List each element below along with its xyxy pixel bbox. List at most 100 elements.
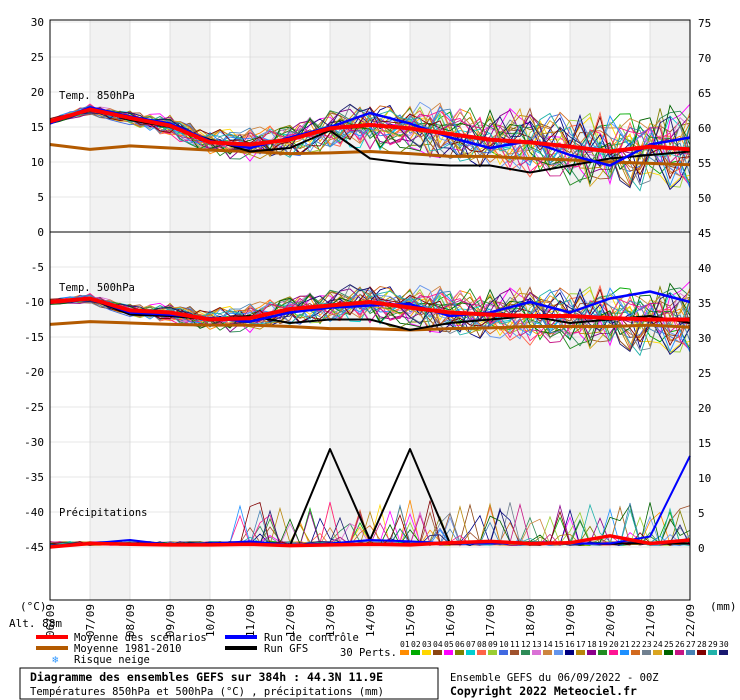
pert-swatch xyxy=(664,650,673,655)
label-t850: Temp. 850hPa xyxy=(59,90,135,102)
pert-number: 09 xyxy=(488,640,498,649)
x-tick: 11/09 xyxy=(244,604,257,637)
y-tick-left: 15 xyxy=(31,121,44,134)
pert-number: 16 xyxy=(565,640,575,649)
x-tick: 10/09 xyxy=(204,604,217,637)
pert-swatch xyxy=(411,650,420,655)
t500-gfs-line xyxy=(49,297,691,331)
y-tick-right: 50 xyxy=(698,192,711,205)
x-tick: 06/09 xyxy=(44,604,57,637)
pert-swatch xyxy=(466,650,475,655)
y-tick-left: -40 xyxy=(24,506,44,519)
pert-line xyxy=(49,290,691,342)
pert-swatch xyxy=(532,650,541,655)
pert-number: 05 xyxy=(444,640,454,649)
run-info: Ensemble GEFS du 06/09/2022 - 00Z xyxy=(450,672,659,684)
pert-swatch xyxy=(697,650,706,655)
y-tick-right: 40 xyxy=(698,262,711,275)
copyright: Copyright 2022 Meteociel.fr xyxy=(450,684,637,698)
y-tick-right: 15 xyxy=(698,437,711,450)
pert-number: 18 xyxy=(587,640,597,649)
pert-number: 15 xyxy=(554,640,564,649)
y-tick-left: 5 xyxy=(37,191,44,204)
pert-number: 29 xyxy=(708,640,718,649)
pert-swatch xyxy=(620,650,629,655)
y-tick-right: 75 xyxy=(698,17,711,30)
pert-swatch xyxy=(609,650,618,655)
pert-swatch xyxy=(642,650,651,655)
pert-swatch xyxy=(521,650,530,655)
y-tick-left: 30 xyxy=(31,16,44,29)
x-tick: 16/09 xyxy=(444,604,457,637)
pert-number: 03 xyxy=(422,640,432,649)
y-tick-right: 10 xyxy=(698,472,711,485)
pert-swatch xyxy=(433,650,442,655)
pert-number: 14 xyxy=(543,640,553,649)
pert-number: 24 xyxy=(653,640,663,649)
label-precip: Précipitations xyxy=(59,507,148,519)
y-tick-right: 25 xyxy=(698,367,711,380)
pert-number: 01 xyxy=(400,640,410,649)
y-tick-left: 10 xyxy=(31,156,44,169)
t850-climo-line xyxy=(49,143,691,167)
pert-swatch xyxy=(686,650,695,655)
pert-number: 12 xyxy=(521,640,531,649)
y-tick-right: 0 xyxy=(698,542,705,555)
x-tick: 13/09 xyxy=(324,604,337,637)
t500-control-line xyxy=(49,290,691,323)
pert-number: 19 xyxy=(598,640,608,649)
x-tick: 18/09 xyxy=(524,604,537,637)
pert-swatch xyxy=(565,650,574,655)
x-tick: 21/09 xyxy=(644,604,657,637)
x-tick: 12/09 xyxy=(284,604,297,637)
left-axis-ticks: 30 25 20 15 10 5 0 -5 -10 -15 -20 -25 -30 -35 -40 -45 xyxy=(24,16,44,554)
pert-number: 13 xyxy=(532,640,542,649)
perturbation-legend: 01 02 03 04 05 06 07 08 09 10 11 12 13 14 15 16 17 18 19 20… xyxy=(400,640,729,655)
pert-swatch xyxy=(543,650,552,655)
pert-swatch xyxy=(510,650,519,655)
y-tick-left: -5 xyxy=(31,261,44,274)
pert-swatch xyxy=(488,650,497,655)
pert-swatch xyxy=(455,650,464,655)
legend-perts-label: 30 Perts. xyxy=(340,647,397,659)
pert-number: 28 xyxy=(697,640,707,649)
pert-swatch xyxy=(708,650,717,655)
pert-number: 17 xyxy=(576,640,586,649)
y-tick-right: 65 xyxy=(698,87,711,100)
y-tick-right: 60 xyxy=(698,122,711,135)
y-tick-right: 5 xyxy=(698,507,705,520)
pert-number: 27 xyxy=(686,640,696,649)
y-tick-right: 55 xyxy=(698,157,711,170)
x-tick: 17/09 xyxy=(484,604,497,637)
pert-number: 10 xyxy=(499,640,509,649)
pert-line xyxy=(49,106,691,180)
x-tick: 09/09 xyxy=(164,604,177,637)
y-tick-left: 20 xyxy=(31,86,44,99)
x-tick: 15/09 xyxy=(404,604,417,637)
y-tick-left: -25 xyxy=(24,401,44,414)
x-tick: 07/09 xyxy=(84,604,97,637)
precip-mean-line xyxy=(49,534,691,549)
pert-swatch xyxy=(576,650,585,655)
pert-swatch xyxy=(631,650,640,655)
y-tick-left: 0 xyxy=(37,226,44,239)
pert-number: 21 xyxy=(620,640,630,649)
chart-subtitle: Températures 850hPa et 500hPa (°C) , pré… xyxy=(30,686,384,698)
y-tick-right: 20 xyxy=(698,402,711,415)
pert-swatch xyxy=(719,650,728,655)
pert-swatch xyxy=(587,650,596,655)
x-tick: 19/09 xyxy=(564,604,577,637)
pert-number: 25 xyxy=(664,640,674,649)
y-tick-left: -35 xyxy=(24,471,44,484)
pert-swatch xyxy=(444,650,453,655)
snowflake-icon: ❄ xyxy=(52,654,59,666)
pert-number: 22 xyxy=(631,640,641,649)
pert-number: 04 xyxy=(433,640,443,649)
x-axis-ticks: 06/09 07/09 08/09 09/09 10/09 11/09 12/09 13/09… xyxy=(44,604,697,637)
pert-swatch xyxy=(422,650,431,655)
pert-swatch xyxy=(477,650,486,655)
y-tick-left: 25 xyxy=(31,51,44,64)
x-tick: 22/09 xyxy=(684,604,697,637)
title-box xyxy=(19,667,439,700)
